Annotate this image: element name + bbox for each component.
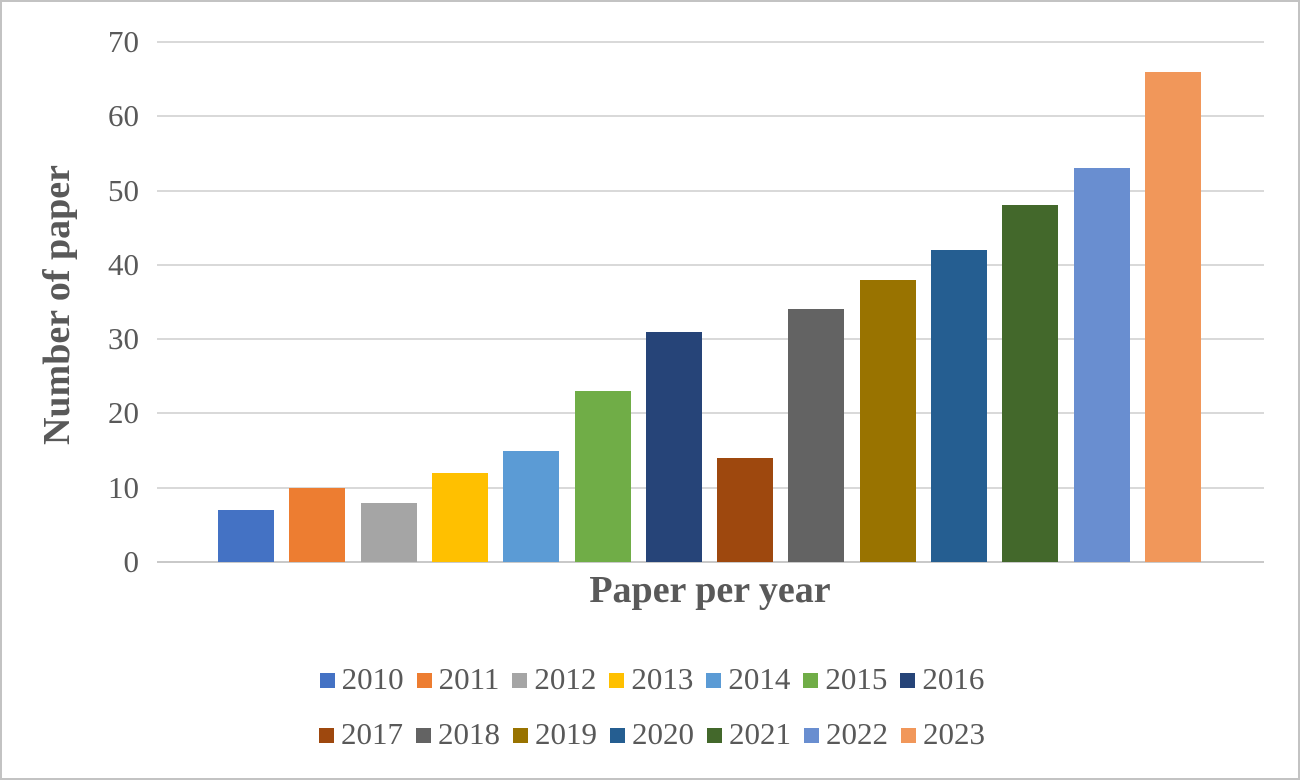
bar-2011 [289, 487, 346, 562]
legend-row-2: 2017 2018 2019 2020 2021 2022 2023 [2, 716, 1298, 752]
legend-item-2011: 2011 [416, 661, 500, 697]
bar-2023 [1144, 71, 1201, 562]
legend-item-2017: 2017 [319, 716, 403, 752]
y-tick-label-20: 20 [108, 395, 139, 431]
legend-swatch-icon [900, 673, 916, 688]
legend-label: 2013 [631, 661, 694, 696]
legend-swatch-icon [512, 673, 528, 688]
legend-label: 2016 [922, 661, 985, 696]
legend-swatch-icon [804, 728, 819, 743]
legend-label: 2014 [728, 661, 791, 696]
legend-item-2014: 2014 [706, 661, 790, 697]
bar-2018 [788, 309, 845, 562]
legend-row-1: 2010 2011 2012 2013 2014 2015 2016 [2, 661, 1298, 697]
gridline-60 [157, 115, 1264, 118]
legend-item-2019: 2019 [513, 716, 597, 752]
legend-label: 2011 [438, 661, 500, 696]
bar-2014 [503, 450, 560, 562]
x-axis-title: Paper per year [589, 569, 831, 611]
legend-swatch-icon [901, 728, 916, 743]
gridline-10 [157, 486, 1264, 489]
bar-2016 [645, 331, 702, 562]
legend-swatch-icon [707, 728, 722, 743]
bar-2010 [218, 510, 274, 562]
gridline-20 [157, 412, 1264, 415]
legend-item-2021: 2021 [707, 716, 791, 752]
legend-item-2013: 2013 [609, 661, 693, 697]
legend-item-2016: 2016 [900, 661, 984, 697]
legend-swatch-icon [319, 728, 334, 743]
y-tick-label-10: 10 [108, 469, 139, 505]
legend-swatch-icon [803, 673, 819, 688]
gridline-40 [157, 263, 1264, 266]
legend-swatch-icon [513, 728, 528, 743]
legend-label: 2017 [341, 716, 403, 751]
bar-2021 [1002, 205, 1059, 562]
y-axis-title: Number of paper [36, 164, 78, 446]
legend-swatch-icon [416, 673, 432, 688]
legend-item-2015: 2015 [803, 661, 887, 697]
bar-2020 [931, 250, 987, 562]
legend-swatch-icon [610, 728, 625, 743]
legend-item-2012: 2012 [512, 661, 596, 697]
legend-swatch-icon [706, 673, 722, 688]
bar-2022 [1073, 168, 1130, 562]
legend-label: 2020 [632, 716, 694, 751]
bar-2012 [360, 502, 417, 562]
legend-label: 2021 [729, 716, 791, 751]
gridline-50 [157, 189, 1264, 192]
bar-2017 [717, 458, 774, 562]
y-tick-label-0: 0 [123, 544, 140, 579]
legend-label: 2010 [341, 661, 404, 696]
legend-label: 2012 [534, 661, 597, 696]
legend-item-2010: 2010 [319, 661, 404, 697]
y-tick-label-30: 30 [108, 321, 139, 357]
y-tick-label-60: 60 [108, 98, 139, 134]
legend-label: 2018 [438, 716, 500, 751]
gridline-0 [157, 561, 1264, 563]
gridline-70 [157, 41, 1264, 43]
gridline-30 [157, 338, 1264, 341]
legend-label: 2022 [826, 716, 888, 751]
legend-label: 2019 [535, 716, 597, 751]
legend-item-2020: 2020 [610, 716, 694, 752]
y-tick-label-40: 40 [108, 246, 139, 282]
legend-item-2022: 2022 [804, 716, 888, 752]
legend-swatch-icon [319, 673, 335, 688]
legend-label: 2023 [923, 716, 985, 751]
legend-item-2018: 2018 [416, 716, 500, 752]
y-tick-label-50: 50 [108, 172, 139, 208]
y-tick-label-70: 70 [108, 24, 139, 59]
bar-2013 [431, 472, 488, 562]
bar-2015 [574, 391, 631, 562]
legend-label: 2015 [825, 661, 888, 696]
bar-2019 [859, 279, 916, 562]
legend-item-2023: 2023 [901, 716, 985, 752]
legend-swatch-icon [416, 728, 431, 743]
legend-swatch-icon [609, 673, 625, 688]
